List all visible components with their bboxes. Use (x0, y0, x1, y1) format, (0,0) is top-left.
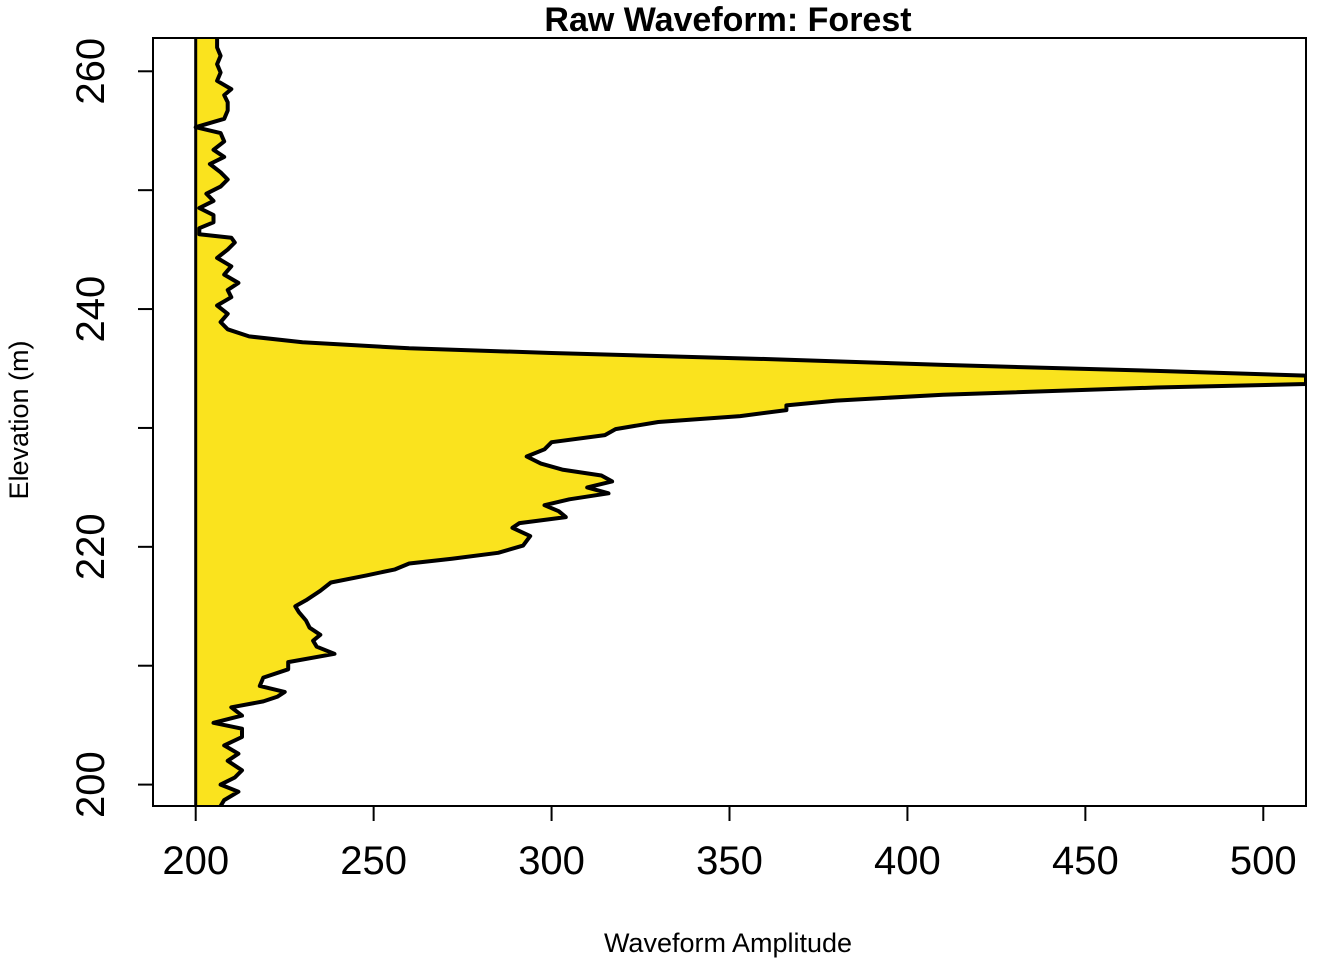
waveform-line (193, 38, 1306, 806)
x-tick-label: 400 (874, 839, 941, 883)
x-tick-label: 300 (518, 839, 585, 883)
x-axis-label: Waveform Amplitude (604, 928, 852, 958)
plot-area (152, 37, 1307, 807)
y-axis: 200 220 240 260 (69, 38, 153, 818)
x-tick-label: 450 (1052, 839, 1119, 883)
y-axis-label: Elevation (m) (4, 340, 34, 499)
x-tick-label: 350 (696, 839, 763, 883)
x-tick-label: 200 (162, 839, 229, 883)
x-axis: 200 250 300 350 400 450 500 (162, 806, 1297, 883)
y-tick-label: 260 (69, 38, 113, 105)
y-tick-label: 240 (69, 276, 113, 343)
chart-title: Raw Waveform: Forest (544, 1, 911, 39)
x-tick-label: 500 (1230, 839, 1297, 883)
y-tick-label: 200 (69, 751, 113, 818)
y-tick-label: 220 (69, 513, 113, 580)
x-tick-label: 250 (340, 839, 407, 883)
waveform-area (195, 38, 1306, 806)
